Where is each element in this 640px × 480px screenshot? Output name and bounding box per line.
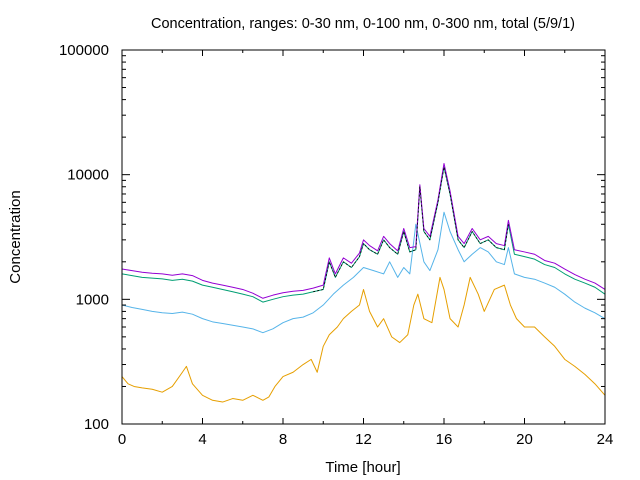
x-tick-label: 8 xyxy=(279,431,287,448)
x-tick-label: 0 xyxy=(118,431,126,448)
ticks-layer: 0 4 8 12 16 20 24 100 1000 10000 100000 xyxy=(59,42,613,448)
series-line-4 xyxy=(121,162,606,299)
series-line-3 xyxy=(121,166,606,303)
x-axis-label: Time [hour] xyxy=(325,459,400,476)
x-tick-label: 16 xyxy=(436,431,453,448)
chart-title: Concentration, ranges: 0-30 nm, 0-100 nm… xyxy=(151,16,575,32)
y-axis-label: Concentration xyxy=(7,190,24,283)
series-line-2 xyxy=(121,211,606,334)
y-tick-label: 1000 xyxy=(76,291,109,308)
y-tick-label: 100000 xyxy=(59,42,109,59)
y-tick-label: 10000 xyxy=(67,167,109,184)
y-tick-label: 100 xyxy=(84,416,109,433)
series-layer xyxy=(121,162,606,403)
x-tick-label: 12 xyxy=(355,431,372,448)
series-line-5 xyxy=(313,166,509,293)
x-tick-label: 24 xyxy=(597,431,614,448)
x-tick-label: 20 xyxy=(516,431,533,448)
series-line-1 xyxy=(121,276,606,403)
x-tick-label: 4 xyxy=(198,431,206,448)
plot-frame xyxy=(121,49,606,425)
